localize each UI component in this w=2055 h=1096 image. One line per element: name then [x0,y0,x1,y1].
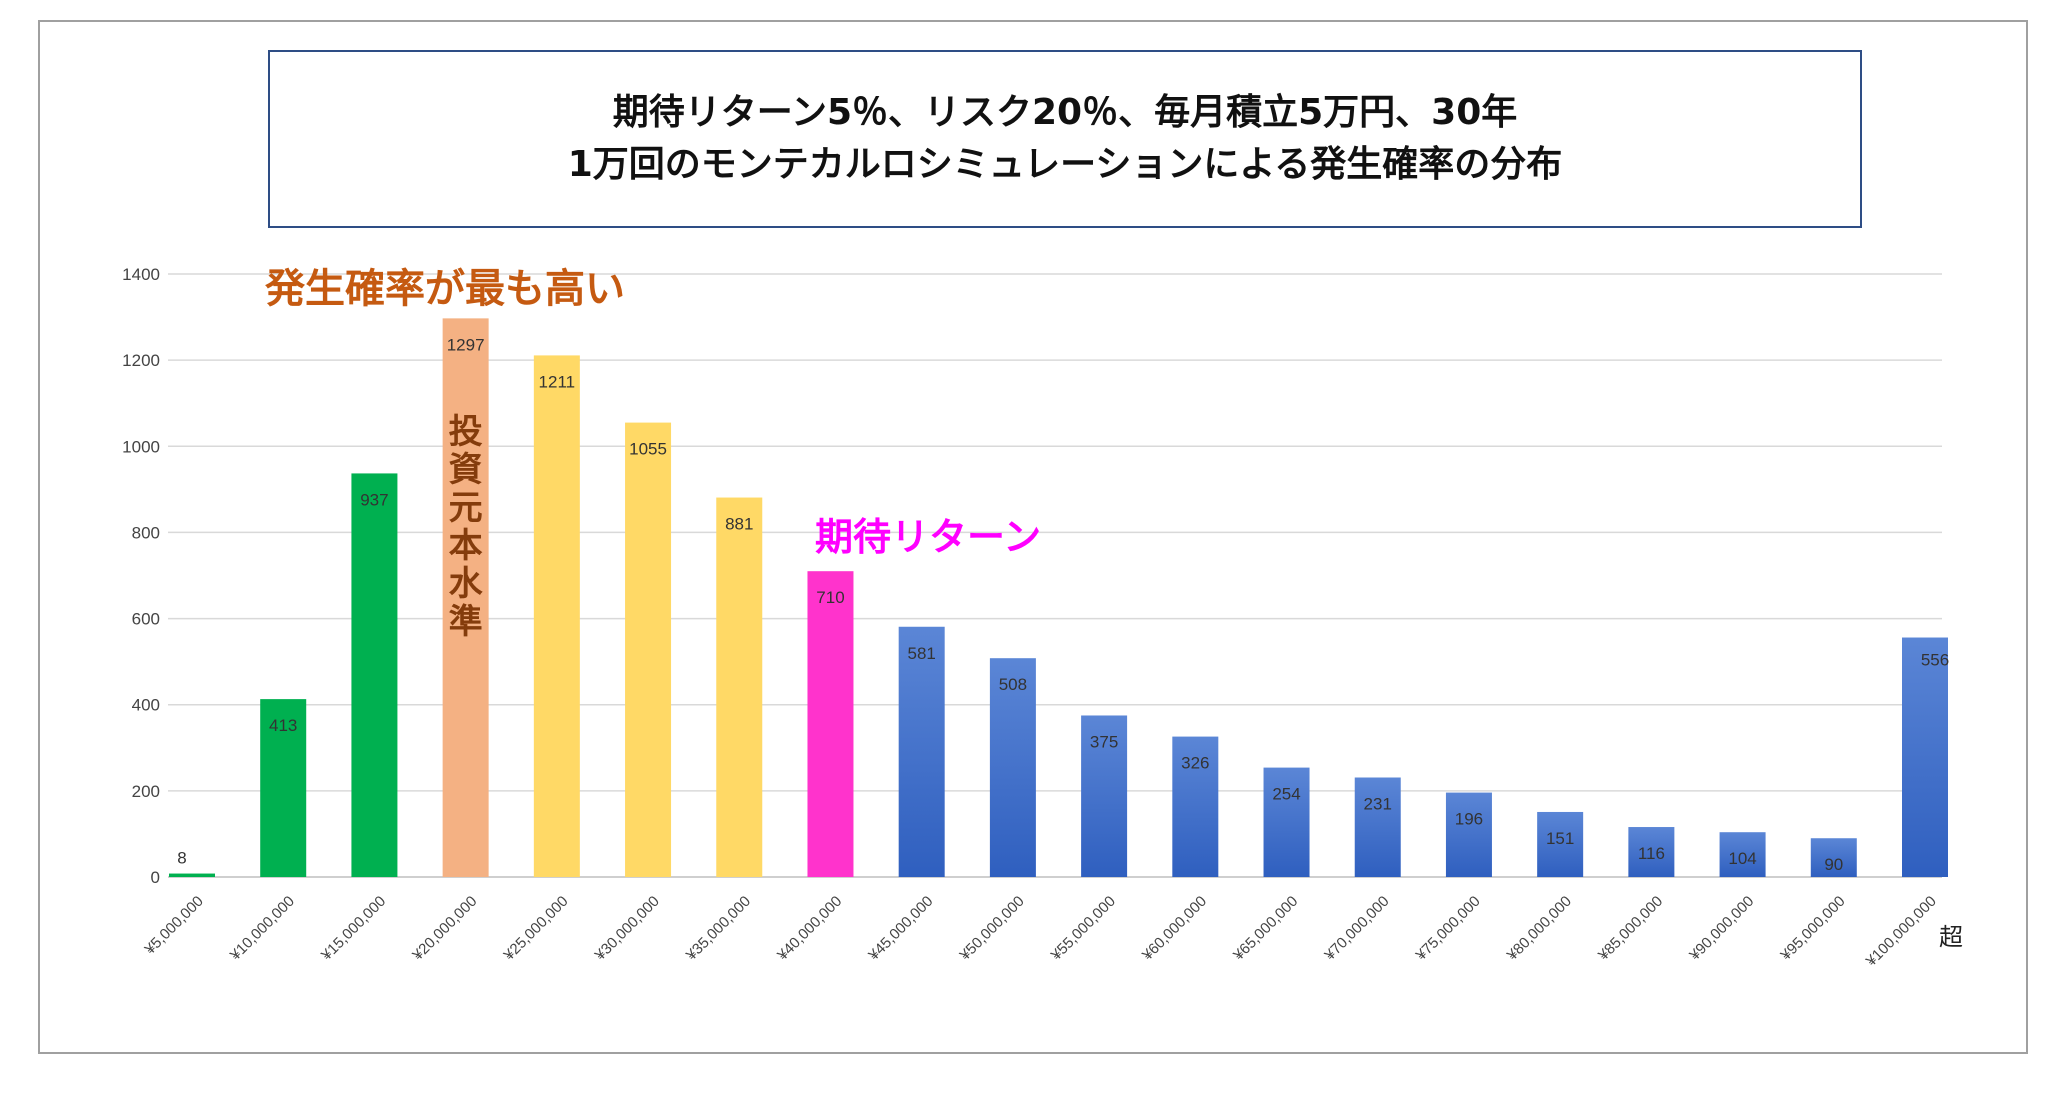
bar [716,497,763,877]
bar [807,571,854,877]
x-tick-label: ¥70,000,000 [1321,893,1393,965]
y-tick-label: 1200 [122,351,160,370]
x-tick-label: ¥90,000,000 [1686,893,1758,965]
data-label: 1297 [447,335,485,354]
y-tick-label: 200 [132,782,160,801]
data-label: 508 [999,675,1027,694]
y-tick-label: 800 [132,523,160,542]
data-label: 1055 [629,440,667,459]
data-label: 375 [1090,732,1118,751]
annotation-principal-char: 元 [449,488,483,528]
x-axis: ¥5,000,000 ¥10,000,000 ¥15,000,000 ¥20,000,… [141,893,1963,971]
bar [1537,811,1584,877]
data-label: 104 [1728,849,1756,868]
x-tick-label: ¥95,000,000 [1777,893,1849,965]
bar [1081,715,1128,877]
annotation-principal-char: 資 [449,450,483,490]
x-tick-label: ¥20,000,000 [409,893,481,965]
bar [169,873,215,877]
data-label: 581 [907,644,935,663]
x-tick-label: ¥15,000,000 [318,893,390,965]
x-tick-label: ¥60,000,000 [1138,893,1210,965]
bars [169,318,1948,877]
x-tick-label: ¥80,000,000 [1503,893,1575,965]
x-tick-label: ¥50,000,000 [956,893,1028,965]
bar [1445,792,1492,877]
bar [1628,827,1675,877]
annotation-principal-char: 準 [449,602,483,642]
annotation-principal-char: 投 [449,412,483,452]
bar [1719,832,1766,877]
data-label: 1211 [539,372,576,391]
x-tick-suffix: 超 [1939,923,1963,951]
bar [442,318,489,877]
bar [1263,767,1310,877]
data-label: 881 [725,515,753,534]
x-tick-label: ¥5,000,000 [141,893,207,959]
y-tick-label: 0 [151,868,160,887]
x-tick-label: ¥65,000,000 [1230,893,1302,965]
y-tick-label: 1400 [122,265,160,284]
x-tick-label: ¥85,000,000 [1594,893,1666,965]
bar [533,355,580,877]
data-label: 231 [1364,795,1392,814]
annotation-expected-return: 期待リターン [815,515,1041,559]
data-label: 326 [1181,754,1209,773]
x-tick-label: ¥100,000,000 [1862,893,1940,971]
x-tick-label: ¥25,000,000 [500,893,572,965]
data-label: 254 [1272,785,1300,804]
x-tick-label: ¥30,000,000 [591,893,663,965]
data-labels: 8 413 937 1297 1211 1055 881 710 581 508 375 326 254… [177,335,1949,874]
annotation-most-likely: 発生確率が最も高い [265,266,625,312]
annotation-principal-char: 本 [449,526,483,566]
data-label: 8 [177,849,186,868]
y-tick-label: 400 [132,696,160,715]
bar [351,473,398,877]
gridlines [168,273,1942,878]
bar [1810,838,1857,877]
data-label: 151 [1546,829,1574,848]
data-label: 710 [816,588,844,607]
data-label: 116 [1638,844,1665,863]
bar [1354,777,1401,877]
bar [1902,637,1948,877]
data-label: 556 [1921,651,1949,670]
bar [1172,736,1219,877]
x-tick-label: ¥45,000,000 [865,893,937,965]
x-tick-label: ¥10,000,000 [226,893,298,965]
bar [989,658,1036,877]
bar [625,422,672,877]
y-tick-label: 600 [132,610,160,629]
x-tick-label: ¥55,000,000 [1047,893,1119,965]
annotation-principal-char: 水 [449,564,484,604]
bar [898,626,945,877]
data-label: 196 [1455,810,1483,829]
data-label: 90 [1824,855,1843,874]
y-tick-label: 1000 [122,437,160,456]
x-tick-label: ¥40,000,000 [774,893,846,965]
bar [260,699,307,877]
data-label: 413 [269,716,297,735]
y-axis: 0 200 400 600 800 1000 1200 1400 [122,265,160,887]
data-label: 937 [360,490,388,509]
chart-title-line-2: 1万回のモンテカルロシミュレーションによる発生確率の分布 [567,144,1563,185]
x-tick-label: ¥35,000,000 [682,893,754,965]
chart-title-line-1: 期待リターン5％、リスク20％、毎月積立5万円、30年 [612,92,1518,133]
title-box: 期待リターン5％、リスク20％、毎月積立5万円、30年 1万回のモンテカルロシミ… [268,50,1862,228]
x-tick-label: ¥75,000,000 [1412,893,1484,965]
